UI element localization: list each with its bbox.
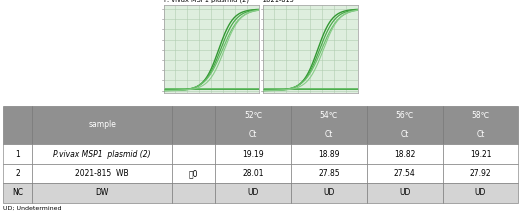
Text: 54℃: 54℃ — [320, 111, 338, 120]
Bar — [3, 164, 32, 183]
Bar — [443, 106, 518, 144]
Text: Ct: Ct — [401, 130, 409, 139]
Text: UD: UD — [399, 188, 411, 197]
Text: 56℃: 56℃ — [395, 111, 414, 120]
Bar — [32, 144, 171, 164]
Bar — [171, 183, 215, 203]
Text: 27.54: 27.54 — [394, 169, 416, 178]
Bar — [367, 144, 443, 164]
Bar — [215, 106, 291, 144]
Text: 27.92: 27.92 — [470, 169, 491, 178]
Text: 28.01: 28.01 — [243, 169, 264, 178]
Text: 58℃: 58℃ — [472, 111, 490, 120]
Text: UD: UD — [247, 188, 259, 197]
Text: 2: 2 — [15, 169, 20, 178]
Text: 18.89: 18.89 — [318, 150, 340, 158]
Bar — [3, 106, 32, 144]
Text: 19.19: 19.19 — [242, 150, 264, 158]
Bar — [443, 164, 518, 183]
Bar — [291, 106, 367, 144]
Text: DW: DW — [95, 188, 109, 197]
Text: sample: sample — [88, 120, 116, 129]
Text: 18.82: 18.82 — [394, 150, 415, 158]
Text: UD; Undetermined: UD; Undetermined — [3, 206, 61, 211]
Bar — [291, 183, 367, 203]
Bar — [32, 183, 171, 203]
Bar — [367, 164, 443, 183]
Bar — [215, 144, 291, 164]
Bar — [367, 106, 443, 144]
Bar — [32, 164, 171, 183]
Text: 19.21: 19.21 — [470, 150, 491, 158]
Bar — [3, 183, 32, 203]
Text: Ct: Ct — [476, 130, 485, 139]
Bar — [291, 164, 367, 183]
Text: UD: UD — [475, 188, 486, 197]
Bar — [171, 164, 215, 183]
Text: NC: NC — [12, 188, 23, 197]
Bar — [215, 164, 291, 183]
Text: Ct: Ct — [325, 130, 333, 139]
Text: Ct: Ct — [249, 130, 257, 139]
Bar — [443, 144, 518, 164]
Bar — [215, 183, 291, 203]
Text: P.vivax MSP1  plasmid (2): P.vivax MSP1 plasmid (2) — [53, 150, 151, 158]
Text: 52℃: 52℃ — [244, 111, 263, 120]
Bar — [291, 144, 367, 164]
Text: 읁0: 읁0 — [189, 169, 199, 178]
Text: 2021-815  WB: 2021-815 WB — [75, 169, 129, 178]
Text: UD: UD — [324, 188, 334, 197]
Bar — [3, 144, 32, 164]
Text: 2021-815: 2021-815 — [263, 0, 294, 3]
Bar — [171, 106, 215, 144]
Text: 1: 1 — [15, 150, 20, 158]
Bar — [443, 183, 518, 203]
Text: 27.85: 27.85 — [318, 169, 340, 178]
Bar — [32, 106, 171, 144]
Text: P. vivax MSP1 plasmid (2): P. vivax MSP1 plasmid (2) — [164, 0, 249, 3]
Bar — [367, 183, 443, 203]
Bar — [171, 144, 215, 164]
